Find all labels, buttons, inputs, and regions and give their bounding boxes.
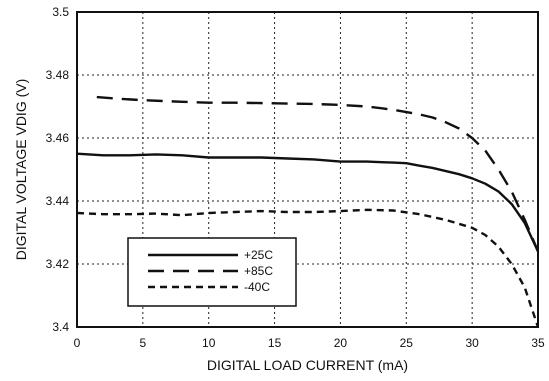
x-tick-label: 15 <box>268 336 282 350</box>
legend-label: -40C <box>244 280 270 294</box>
series-line-2 <box>96 95 538 252</box>
y-tick-label: 3.44 <box>46 194 70 208</box>
series-line-3 <box>77 208 538 327</box>
ticks: 0 5 10 15 20 25 30 35 3.4 3.42 3.44 3.46 3.48 3.5 <box>46 5 545 350</box>
x-tick-label: 35 <box>531 336 545 350</box>
y-tick-label: 3.5 <box>52 5 69 19</box>
y-tick-label: 3.4 <box>52 320 69 334</box>
x-tick-label: 10 <box>202 336 216 350</box>
y-axis-label: DIGITAL VOLTAGE VDIG (V) <box>13 79 29 261</box>
series-line-1 <box>77 152 538 252</box>
x-tick-label: 0 <box>74 336 81 350</box>
x-tick-label: 20 <box>334 336 348 350</box>
legend-label: +85C <box>244 264 273 278</box>
x-axis-label: DIGITAL LOAD CURRENT (mA) <box>207 357 408 373</box>
y-tick-label: 3.42 <box>46 257 70 271</box>
y-tick-label: 3.48 <box>46 68 70 82</box>
x-tick-label: 5 <box>140 336 147 350</box>
plot-frame <box>76 11 539 328</box>
x-tick-label: 25 <box>400 336 414 350</box>
series-layer <box>77 95 538 327</box>
x-tick-label: 30 <box>465 336 479 350</box>
legend-label: +25C <box>244 248 273 262</box>
y-tick-label: 3.46 <box>46 131 70 145</box>
legend: +25C +85C -40C <box>127 237 297 307</box>
